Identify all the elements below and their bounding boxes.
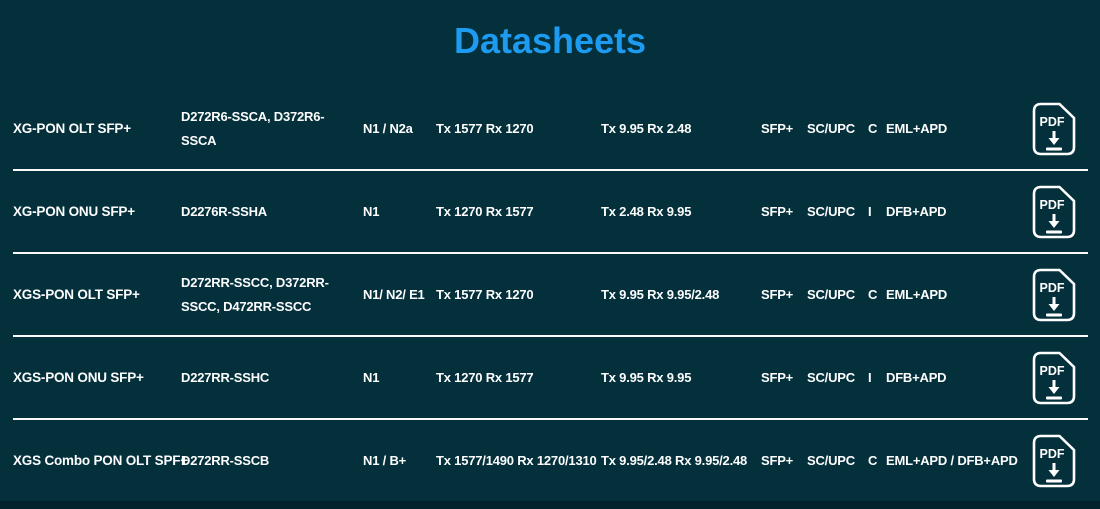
data-rate: Tx 9.95/2.48 Rx 9.95/2.48 bbox=[601, 453, 748, 468]
download-arrow-head bbox=[1048, 137, 1060, 145]
connector-type: SC/UPC bbox=[807, 453, 855, 468]
form-factor: SFP+ bbox=[761, 453, 794, 468]
download-arrow-base bbox=[1046, 230, 1062, 233]
table-row: XG-PON OLT SFP+ D272R6-SSCA, D372R6-SSCA… bbox=[13, 88, 1088, 171]
wavelength: Tx 1270 Rx 1577 bbox=[436, 204, 534, 219]
pon-class: N1 / N2a bbox=[363, 121, 413, 136]
pdf-document-icon: PDF bbox=[1032, 268, 1076, 321]
data-rate: Tx 9.95 Rx 9.95 bbox=[601, 370, 692, 385]
datasheet-table: XG-PON OLT SFP+ D272R6-SSCA, D372R6-SSCA… bbox=[13, 88, 1088, 501]
download-arrow-base bbox=[1046, 479, 1062, 482]
pdf-download-button[interactable]: PDF bbox=[1032, 185, 1076, 239]
pdf-download-button[interactable]: PDF bbox=[1032, 351, 1076, 405]
pdf-download-button[interactable]: PDF bbox=[1032, 268, 1076, 322]
pdf-label: PDF bbox=[1040, 198, 1065, 212]
laser-detector: DFB+APD bbox=[886, 204, 947, 219]
table-row: XG-PON ONU SFP+ D2276R-SSHA N1 Tx 1270 R… bbox=[13, 171, 1088, 254]
pdf-cell: PDF bbox=[1032, 434, 1089, 488]
pdf-document-icon: PDF bbox=[1032, 434, 1076, 487]
download-arrow-head bbox=[1048, 220, 1060, 228]
laser-detector: DFB+APD bbox=[886, 370, 947, 385]
product-name: XG-PON ONU SFP+ bbox=[13, 204, 135, 219]
connector-type: SC/UPC bbox=[807, 287, 855, 302]
form-factor: SFP+ bbox=[761, 287, 794, 302]
bottom-edge-bar bbox=[0, 501, 1100, 509]
form-factor: SFP+ bbox=[761, 121, 794, 136]
download-arrow-base bbox=[1046, 147, 1062, 150]
pdf-cell: PDF bbox=[1032, 102, 1089, 156]
data-rate: Tx 9.95 Rx 9.95/2.48 bbox=[601, 287, 720, 302]
pdf-cell: PDF bbox=[1032, 351, 1089, 405]
wavelength: Tx 1270 Rx 1577 bbox=[436, 370, 534, 385]
download-arrow-head bbox=[1048, 469, 1060, 477]
model-numbers: D272RR-SSCC, D372RR-SSCC, D472RR-SSCC bbox=[181, 274, 329, 314]
temp-grade: I bbox=[868, 370, 872, 385]
pdf-label: PDF bbox=[1040, 364, 1065, 378]
product-name: XGS-PON OLT SFP+ bbox=[13, 287, 140, 302]
temp-grade: C bbox=[868, 287, 878, 302]
pdf-document-icon: PDF bbox=[1032, 102, 1076, 155]
product-name: XGS-PON ONU SFP+ bbox=[13, 370, 144, 385]
pdf-cell: PDF bbox=[1032, 268, 1089, 322]
pdf-document-icon: PDF bbox=[1032, 185, 1076, 238]
download-arrow-shaft bbox=[1052, 462, 1056, 471]
page-title: Datasheets bbox=[453, 20, 647, 61]
product-name: XGS Combo PON OLT SPF+ bbox=[13, 453, 188, 468]
pdf-document-icon: PDF bbox=[1032, 351, 1076, 404]
wavelength: Tx 1577 Rx 1270 bbox=[436, 121, 534, 136]
laser-detector: EML+APD bbox=[886, 287, 948, 302]
pdf-label: PDF bbox=[1040, 447, 1065, 461]
connector-type: SC/UPC bbox=[807, 121, 855, 136]
download-arrow-shaft bbox=[1052, 379, 1056, 388]
pon-class: N1 bbox=[363, 370, 380, 385]
download-arrow-head bbox=[1048, 303, 1060, 311]
temp-grade: C bbox=[868, 453, 878, 468]
connector-type: SC/UPC bbox=[807, 370, 855, 385]
model-numbers: D227RR-SSHC bbox=[181, 369, 270, 385]
form-factor: SFP+ bbox=[761, 370, 794, 385]
table-row: XGS-PON ONU SFP+ D227RR-SSHC N1 Tx 1270 … bbox=[13, 337, 1088, 420]
connector-type: SC/UPC bbox=[807, 204, 855, 219]
wavelength: Tx 1577 Rx 1270 bbox=[436, 287, 534, 302]
data-rate: Tx 2.48 Rx 9.95 bbox=[601, 204, 692, 219]
product-name: XG-PON OLT SFP+ bbox=[13, 121, 131, 136]
table-row: XGS-PON OLT SFP+ D272RR-SSCC, D372RR-SSC… bbox=[13, 254, 1088, 337]
pon-class: N1 / B+ bbox=[363, 453, 407, 468]
model-numbers: D272R6-SSCA, D372R6-SSCA bbox=[181, 108, 325, 148]
laser-detector: EML+APD / DFB+APD bbox=[886, 453, 1018, 468]
pdf-download-button[interactable]: PDF bbox=[1032, 102, 1076, 156]
temp-grade: C bbox=[868, 121, 878, 136]
download-arrow-head bbox=[1048, 386, 1060, 394]
pdf-label: PDF bbox=[1040, 281, 1065, 295]
pdf-cell: PDF bbox=[1032, 185, 1089, 239]
form-factor: SFP+ bbox=[761, 204, 794, 219]
pon-class: N1 bbox=[363, 204, 380, 219]
table-row: XGS Combo PON OLT SPF+ D272RR-SSCB N1 / … bbox=[13, 420, 1088, 501]
download-arrow-base bbox=[1046, 313, 1062, 316]
model-numbers: D272RR-SSCB bbox=[181, 452, 270, 468]
pdf-download-button[interactable]: PDF bbox=[1032, 434, 1076, 488]
temp-grade: I bbox=[868, 204, 872, 219]
download-arrow-shaft bbox=[1052, 130, 1056, 139]
download-arrow-shaft bbox=[1052, 296, 1056, 305]
data-rate: Tx 9.95 Rx 2.48 bbox=[601, 121, 692, 136]
pon-class: N1/ N2/ E1 bbox=[363, 287, 425, 302]
download-arrow-base bbox=[1046, 396, 1062, 399]
pdf-label: PDF bbox=[1040, 115, 1065, 129]
model-numbers: D2276R-SSHA bbox=[181, 203, 267, 219]
laser-detector: EML+APD bbox=[886, 121, 948, 136]
download-arrow-shaft bbox=[1052, 213, 1056, 222]
wavelength: Tx 1577/1490 Rx 1270/1310 bbox=[436, 453, 597, 468]
